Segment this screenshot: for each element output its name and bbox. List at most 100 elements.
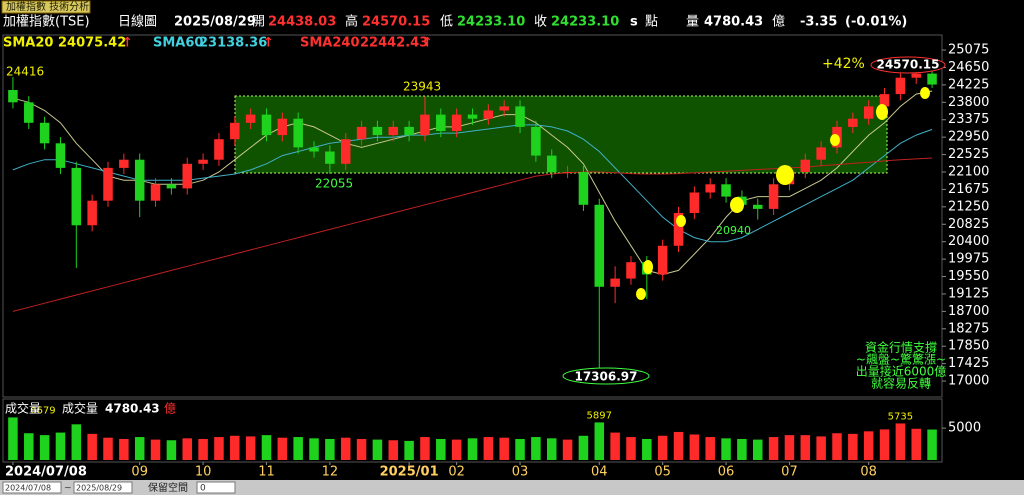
candle-body	[309, 147, 319, 152]
reserve-value[interactable]: 0	[200, 484, 206, 494]
x-tick-label: 04	[591, 465, 608, 480]
from-date[interactable]: 2024/07/08	[5, 484, 51, 493]
close-value: 24233.10	[551, 15, 619, 30]
marker	[876, 104, 888, 120]
volume-bar	[721, 438, 731, 460]
from-input[interactable]	[2, 481, 62, 494]
annotation-ring	[562, 367, 650, 385]
y-tick-label: 23800	[948, 95, 989, 110]
volume-bar	[150, 439, 161, 460]
volume-bar	[451, 439, 462, 460]
marker	[643, 260, 653, 274]
volume-bar	[436, 438, 446, 460]
volume-label: 成交量	[62, 401, 98, 416]
tab-title[interactable]: 加權指數 技術分析	[6, 0, 89, 13]
volume-title: 成交量	[5, 401, 41, 416]
volume-bar	[705, 437, 715, 460]
volume-bar	[863, 431, 874, 460]
volume-label: 量	[686, 15, 699, 30]
candle-body	[214, 139, 224, 160]
high-value: 24570.15	[362, 15, 430, 30]
tab[interactable]	[1, 0, 91, 14]
candle-body	[895, 77, 906, 95]
y-tick-label: 24225	[948, 77, 989, 92]
candle-body	[404, 126, 414, 136]
volume-bar	[214, 437, 224, 460]
candle-body	[436, 114, 446, 132]
candle-body	[71, 167, 82, 226]
index-name: 加權指數(TSE)	[3, 15, 90, 30]
volume-bar	[832, 433, 842, 460]
candle-body	[451, 114, 462, 132]
to-input[interactable]	[73, 481, 133, 494]
volume-bar	[293, 437, 303, 460]
price-panel-frame	[2, 34, 943, 398]
y-tick-label: 17850	[948, 339, 989, 354]
candle-body	[578, 171, 589, 205]
low-value: 24233.10	[457, 15, 525, 30]
note-line: 資金行情支撐	[865, 340, 937, 355]
reserve-input[interactable]	[196, 481, 236, 494]
candle-body	[911, 73, 921, 78]
volume-label: 5735	[888, 411, 913, 422]
volume-unit: 億	[164, 402, 176, 416]
volume-bar	[24, 433, 34, 460]
legend-arrow: ↑	[263, 36, 274, 51]
volume-bar	[927, 429, 937, 460]
volume-label: 6679	[30, 405, 55, 416]
candle-body	[499, 106, 509, 111]
volume-bar	[594, 422, 605, 460]
highlight-markers	[636, 87, 930, 300]
volume-bar	[166, 440, 177, 460]
y-tick-label: 22950	[948, 130, 989, 145]
high-label: 高	[345, 14, 358, 30]
candle-body	[39, 122, 50, 144]
candle-body	[594, 204, 605, 287]
candle-body	[768, 184, 779, 209]
volume-bar	[119, 438, 129, 460]
legend-name: SMA60	[153, 36, 203, 51]
candle-body	[721, 184, 731, 197]
marker	[776, 165, 794, 185]
candle-body	[610, 278, 620, 287]
legend-arrow: ↑	[122, 36, 133, 51]
volume-panel-frame	[2, 398, 943, 463]
candle-body	[626, 262, 636, 279]
volume-bar	[340, 437, 351, 460]
volume-bar	[689, 434, 700, 460]
volume-bar	[309, 438, 319, 460]
candle-body	[420, 114, 430, 136]
volume-bar	[483, 437, 494, 460]
annotation: 24416	[6, 65, 44, 79]
candle-body	[848, 118, 858, 127]
y-tick-label: 19550	[948, 269, 989, 284]
candle-body	[325, 151, 335, 164]
volume-bar	[87, 433, 97, 460]
close-label: 收	[534, 15, 547, 30]
legend-value: 24075.42	[58, 36, 126, 51]
y-tick-label: 20825	[948, 217, 989, 232]
x-tick-label: 05	[654, 465, 671, 480]
volume-bar	[879, 429, 890, 460]
volume-bar	[134, 437, 145, 460]
volume-bar	[356, 438, 367, 460]
volume-bar	[103, 437, 113, 460]
legend-arrow: ↑	[422, 36, 433, 51]
volume-label: 5897	[587, 410, 612, 421]
candle-body	[927, 73, 937, 85]
candle-body	[657, 245, 668, 275]
volume-bar	[230, 435, 240, 460]
candle-body	[87, 200, 97, 226]
candle-body	[753, 204, 763, 209]
to-date[interactable]: 2025/08/29	[76, 484, 122, 493]
y-tick-label: 22100	[948, 164, 989, 179]
candle-body	[562, 171, 573, 173]
change: -3.35	[800, 15, 837, 30]
x-tick-label: 2024/07/08	[5, 465, 87, 480]
marker	[730, 197, 744, 213]
annotation: 20940	[716, 224, 751, 237]
volume-bar	[531, 437, 541, 460]
volume-bar	[261, 435, 272, 460]
volume-tick-label: 5000	[948, 421, 981, 436]
candle-body	[800, 159, 811, 172]
